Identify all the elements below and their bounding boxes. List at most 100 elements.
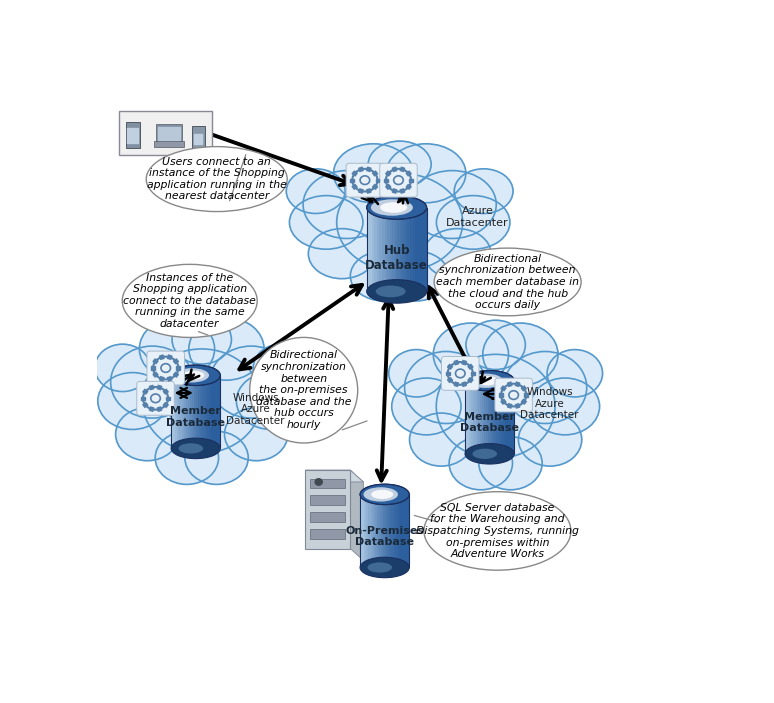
Bar bbox=[154, 141, 183, 147]
FancyBboxPatch shape bbox=[441, 356, 479, 390]
Ellipse shape bbox=[424, 491, 571, 570]
Ellipse shape bbox=[289, 195, 363, 249]
Bar bbox=[524, 394, 528, 396]
Bar bbox=[211, 375, 213, 449]
Bar bbox=[159, 355, 164, 359]
Bar bbox=[454, 361, 459, 365]
Ellipse shape bbox=[483, 323, 558, 386]
Bar bbox=[368, 494, 371, 567]
Bar bbox=[385, 207, 387, 292]
Bar bbox=[471, 372, 474, 375]
Polygon shape bbox=[305, 470, 363, 482]
Bar bbox=[521, 399, 526, 404]
Ellipse shape bbox=[111, 346, 194, 418]
Bar bbox=[415, 207, 418, 292]
Ellipse shape bbox=[371, 199, 413, 216]
Bar bbox=[521, 386, 526, 391]
Ellipse shape bbox=[433, 323, 509, 386]
Bar bbox=[171, 375, 173, 449]
Ellipse shape bbox=[156, 432, 218, 484]
Ellipse shape bbox=[434, 248, 581, 316]
Ellipse shape bbox=[115, 408, 179, 460]
Bar bbox=[166, 396, 170, 400]
Ellipse shape bbox=[409, 413, 473, 466]
Circle shape bbox=[509, 391, 519, 399]
Bar bbox=[372, 185, 378, 189]
Bar bbox=[365, 494, 366, 567]
Text: SQL Server database
for the Warehousing and
Dispatching Systems, running
on-prem: SQL Server database for the Warehousing … bbox=[416, 503, 579, 559]
Bar bbox=[190, 375, 192, 449]
Bar bbox=[310, 512, 345, 522]
Ellipse shape bbox=[472, 449, 497, 459]
Bar bbox=[371, 494, 372, 567]
Polygon shape bbox=[350, 470, 363, 560]
Ellipse shape bbox=[337, 173, 463, 271]
Bar bbox=[462, 382, 467, 387]
Bar bbox=[367, 167, 371, 172]
Ellipse shape bbox=[504, 352, 587, 423]
Ellipse shape bbox=[360, 557, 409, 578]
Bar bbox=[384, 179, 388, 182]
Ellipse shape bbox=[210, 346, 293, 418]
Ellipse shape bbox=[351, 251, 417, 301]
Bar bbox=[471, 381, 474, 454]
Bar bbox=[186, 375, 188, 449]
Bar bbox=[496, 381, 498, 454]
Bar bbox=[379, 207, 382, 292]
Ellipse shape bbox=[389, 349, 444, 397]
Bar bbox=[382, 207, 385, 292]
Ellipse shape bbox=[519, 413, 582, 466]
Ellipse shape bbox=[172, 315, 231, 364]
Bar bbox=[468, 364, 473, 369]
Ellipse shape bbox=[334, 144, 413, 202]
Ellipse shape bbox=[308, 228, 375, 278]
Bar bbox=[183, 375, 186, 449]
Circle shape bbox=[161, 363, 170, 373]
Text: Users connect to an
instance of the Shopping
application running in the
nearest : Users connect to an instance of the Shop… bbox=[147, 157, 286, 202]
Ellipse shape bbox=[95, 344, 150, 392]
Bar bbox=[465, 381, 514, 454]
Bar bbox=[413, 207, 415, 292]
Ellipse shape bbox=[98, 373, 167, 430]
Bar bbox=[203, 375, 204, 449]
Bar bbox=[400, 207, 402, 292]
Bar bbox=[191, 126, 204, 150]
Bar bbox=[151, 366, 155, 370]
Bar bbox=[157, 385, 162, 389]
Ellipse shape bbox=[433, 323, 509, 386]
Bar bbox=[465, 381, 514, 454]
Bar bbox=[358, 167, 363, 172]
Bar bbox=[475, 381, 478, 454]
Bar bbox=[153, 359, 158, 363]
Ellipse shape bbox=[437, 195, 510, 249]
Bar bbox=[194, 375, 197, 449]
Bar bbox=[375, 179, 379, 182]
Ellipse shape bbox=[364, 487, 398, 501]
Ellipse shape bbox=[408, 171, 496, 238]
Text: On-Premises
Database: On-Premises Database bbox=[345, 526, 424, 547]
Ellipse shape bbox=[253, 344, 309, 392]
Ellipse shape bbox=[303, 171, 392, 238]
Bar bbox=[149, 407, 154, 411]
Ellipse shape bbox=[236, 373, 306, 430]
Bar bbox=[396, 494, 398, 567]
Bar bbox=[490, 381, 492, 454]
Bar bbox=[204, 375, 207, 449]
Bar bbox=[379, 494, 381, 567]
Bar bbox=[375, 207, 377, 292]
Text: Member
Database: Member Database bbox=[461, 412, 519, 434]
Bar bbox=[385, 494, 387, 567]
Text: Hub
Database: Hub Database bbox=[365, 243, 428, 271]
Bar bbox=[398, 494, 400, 567]
Bar bbox=[149, 385, 154, 389]
Text: Member
Database: Member Database bbox=[166, 406, 225, 428]
Bar bbox=[406, 172, 411, 176]
Bar bbox=[389, 207, 392, 292]
Bar bbox=[387, 494, 389, 567]
Bar bbox=[377, 207, 379, 292]
Bar bbox=[387, 207, 389, 292]
Ellipse shape bbox=[392, 378, 461, 435]
Ellipse shape bbox=[466, 321, 526, 370]
Bar bbox=[492, 381, 495, 454]
Ellipse shape bbox=[156, 432, 218, 484]
